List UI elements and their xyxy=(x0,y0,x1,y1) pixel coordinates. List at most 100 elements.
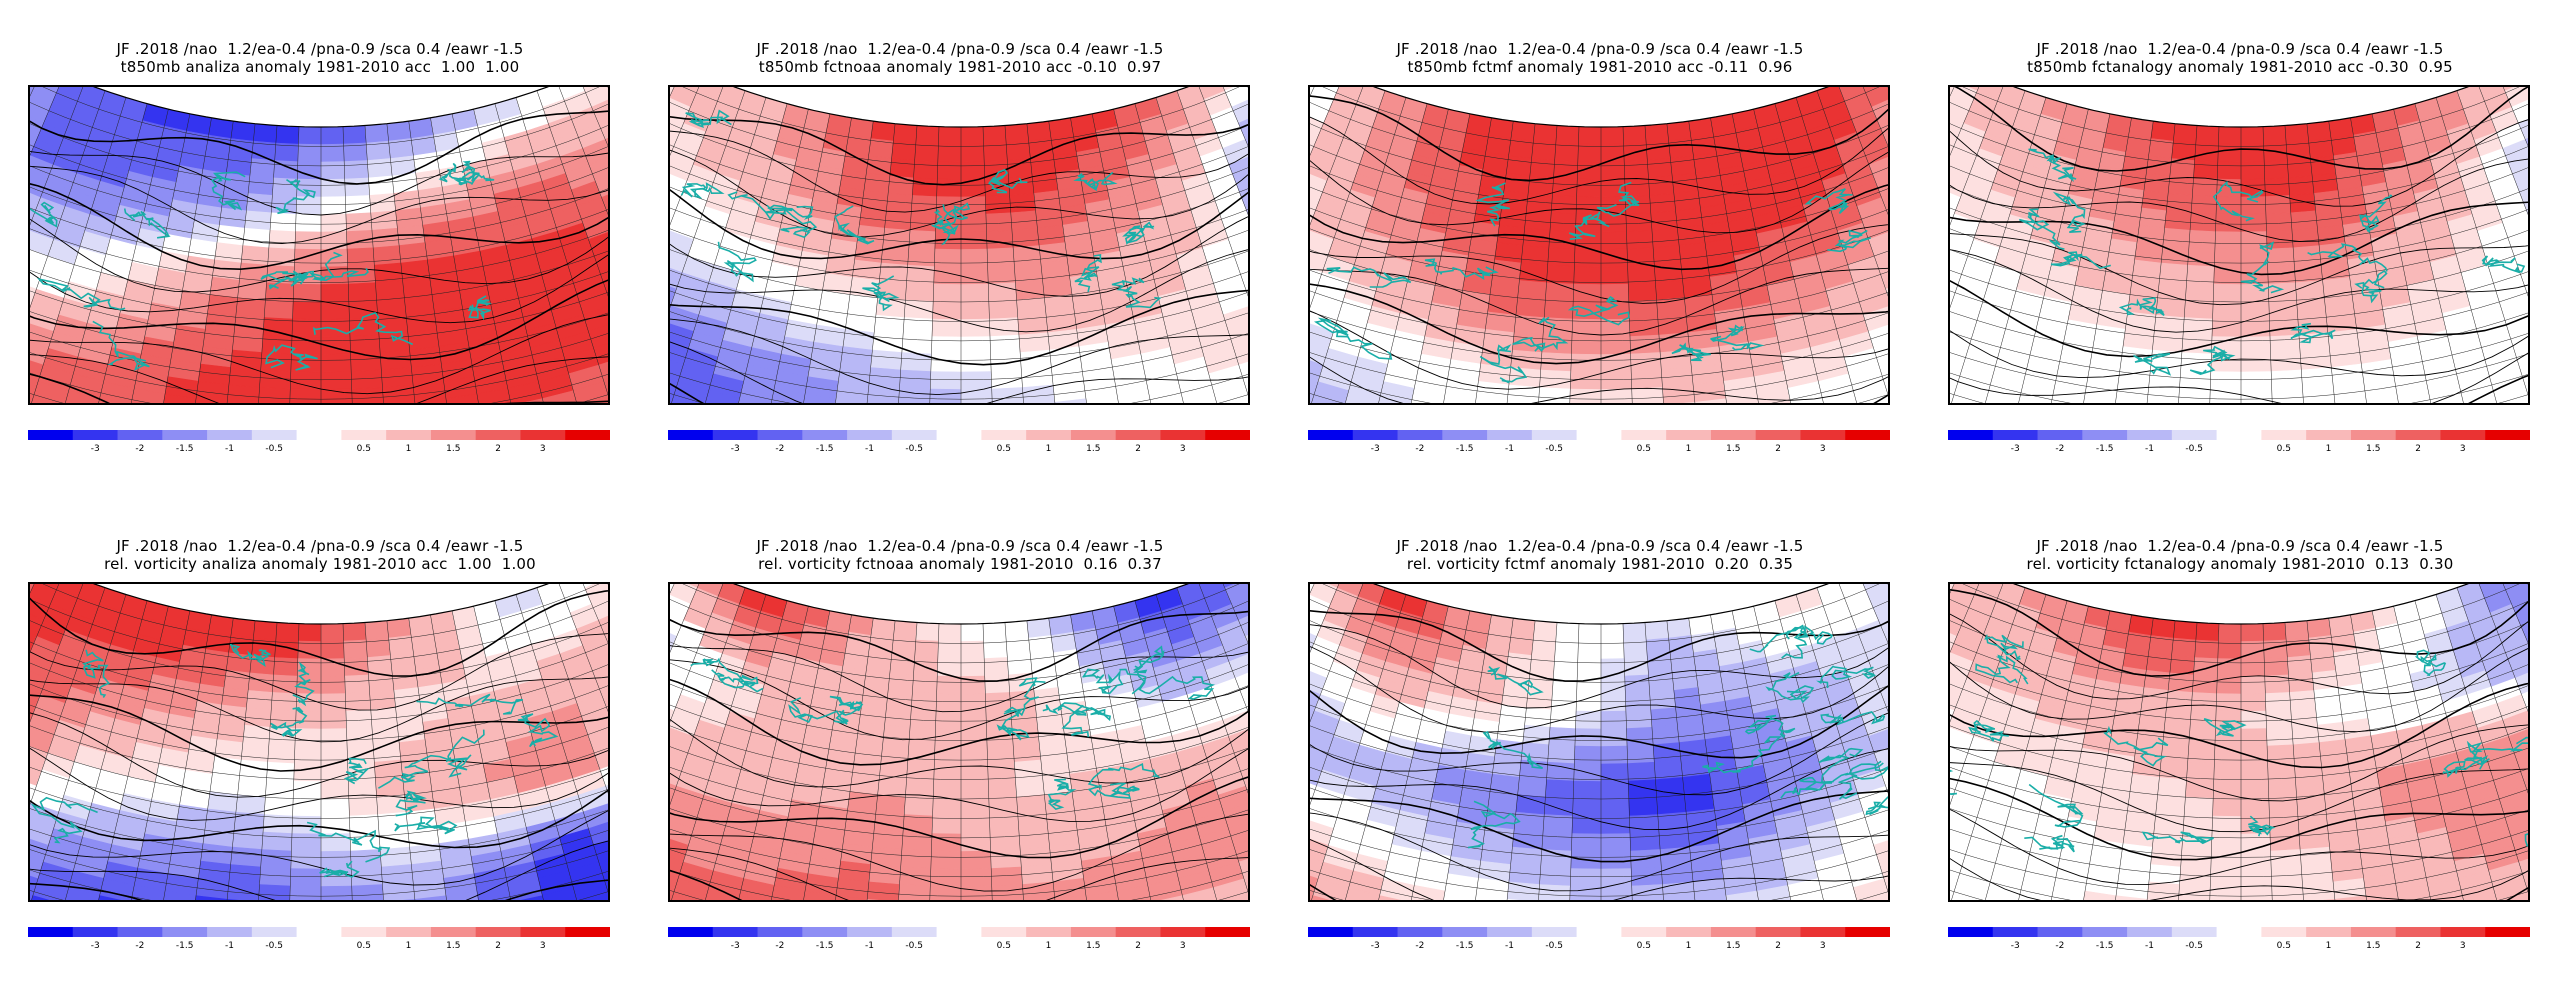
field-cell xyxy=(938,126,962,145)
colorbar-swatch xyxy=(72,430,119,440)
contour-line xyxy=(670,205,1248,333)
field-cell xyxy=(346,247,375,267)
coastline xyxy=(1765,671,1815,704)
colorbar-tick-label: 1 xyxy=(1685,941,1692,951)
field-cell xyxy=(960,161,986,180)
parallel-line xyxy=(670,87,1248,167)
map-frame xyxy=(668,582,1250,902)
colorbar-swatch xyxy=(1205,430,1250,440)
field-cell xyxy=(1600,675,1626,695)
colorbar-tick-label: 1 xyxy=(2325,444,2332,454)
field-cell xyxy=(260,849,292,869)
chart-title-line2: rel. vorticity fctanalogy anomaly 1981-2… xyxy=(2026,555,2454,573)
parallel-line xyxy=(670,730,1248,839)
chart-title-line1: JF .2018 /nao 1.2/ea-0.4 /pna-0.9 /sca 0… xyxy=(1396,40,1804,58)
parallel-line xyxy=(1310,131,1888,225)
field-cell xyxy=(913,160,939,180)
field-cell xyxy=(960,640,985,660)
field-cell xyxy=(931,815,962,835)
field-cell xyxy=(1541,831,1573,852)
field-cell xyxy=(1085,393,1121,403)
contour-line xyxy=(1310,764,1888,892)
chart-title-line1: JF .2018 /nao 1.2/ea-0.4 /pna-0.9 /sca 0… xyxy=(756,40,1164,58)
coastline xyxy=(1865,787,1888,816)
coastline xyxy=(2189,345,2236,376)
field-cell xyxy=(2129,276,2160,299)
colorbar-swatch xyxy=(668,927,714,937)
field-cell xyxy=(847,294,878,316)
field-cell xyxy=(237,280,267,301)
field-cell xyxy=(320,231,348,250)
field-cell xyxy=(1626,744,1655,764)
field-cell xyxy=(1527,672,1554,693)
field-cell xyxy=(851,756,882,778)
field-cell xyxy=(1150,398,1187,403)
field-cell xyxy=(1725,393,1761,403)
field-cell xyxy=(905,282,935,302)
coastline xyxy=(1567,295,1630,326)
parallel-line xyxy=(30,97,608,186)
field-cell xyxy=(1054,895,1089,900)
field-cell xyxy=(346,726,374,747)
colorbar-tick-label: 3 xyxy=(1819,444,1826,454)
field-cell xyxy=(1489,276,1520,299)
field-cell xyxy=(2211,336,2242,355)
colorbar-swatch xyxy=(1397,927,1443,937)
field-cell xyxy=(1545,779,1575,799)
colorbar-swatch xyxy=(1397,430,1443,440)
coastline xyxy=(438,162,480,186)
field-cell xyxy=(2240,388,2273,403)
colorbar-tick-label: -0.5 xyxy=(265,444,283,454)
field-cell xyxy=(1572,283,1602,303)
field-cell xyxy=(476,884,512,900)
colorbar-tick-label: 1.5 xyxy=(1086,941,1101,951)
field-cell xyxy=(870,120,896,142)
parallel-line xyxy=(1950,250,2528,361)
field-cell xyxy=(1625,709,1653,729)
map-frame xyxy=(1308,85,1890,405)
colorbar-swatch xyxy=(1160,430,1206,440)
field-cell xyxy=(1578,623,1602,642)
field-cell xyxy=(1578,126,1602,145)
field-cell xyxy=(983,657,1009,677)
field-cell xyxy=(2217,143,2242,163)
field-cell xyxy=(865,652,892,674)
field-cell xyxy=(1573,745,1602,765)
field-cell xyxy=(1491,259,1522,281)
map-frame xyxy=(668,85,1250,405)
field-cell xyxy=(242,227,271,249)
coastline xyxy=(1671,342,1711,362)
field-cell xyxy=(2306,120,2332,142)
map-plot xyxy=(30,87,608,403)
field-cell xyxy=(2143,172,2171,194)
parallel-line xyxy=(670,662,1248,761)
field-cell xyxy=(2270,352,2302,372)
field-cell xyxy=(320,126,344,145)
colorbar-tick-label: -0.5 xyxy=(905,444,923,454)
field-cell xyxy=(402,773,433,796)
field-cell xyxy=(1549,212,1577,232)
field-cell xyxy=(342,622,367,642)
field-cell xyxy=(960,371,993,390)
colorbar-swatch xyxy=(430,927,477,937)
colorbar-tick-label: -1.5 xyxy=(175,444,194,454)
field-cell xyxy=(2240,301,2270,320)
field-cell xyxy=(986,229,1014,250)
colorbar-swatches xyxy=(668,927,1250,937)
coastline xyxy=(82,649,111,698)
field-cell xyxy=(987,282,1017,302)
colorbar-swatch xyxy=(1487,927,1533,937)
field-cell xyxy=(2195,125,2220,145)
parallel-line xyxy=(670,584,1248,664)
field-cell xyxy=(1016,794,1047,815)
field-cell xyxy=(929,371,962,390)
field-cell xyxy=(2113,398,2148,403)
colorbar-tick-label: -3 xyxy=(1370,941,1380,951)
field-cell xyxy=(320,353,352,373)
colorbar-tick-label: -1.5 xyxy=(815,941,834,951)
colorbar-swatch xyxy=(2037,430,2083,440)
colorbar-tick-label: -2 xyxy=(1415,941,1425,951)
coastline xyxy=(1827,229,1872,253)
coastline xyxy=(2212,180,2264,222)
colorbar-tick-label: -2 xyxy=(135,941,145,951)
